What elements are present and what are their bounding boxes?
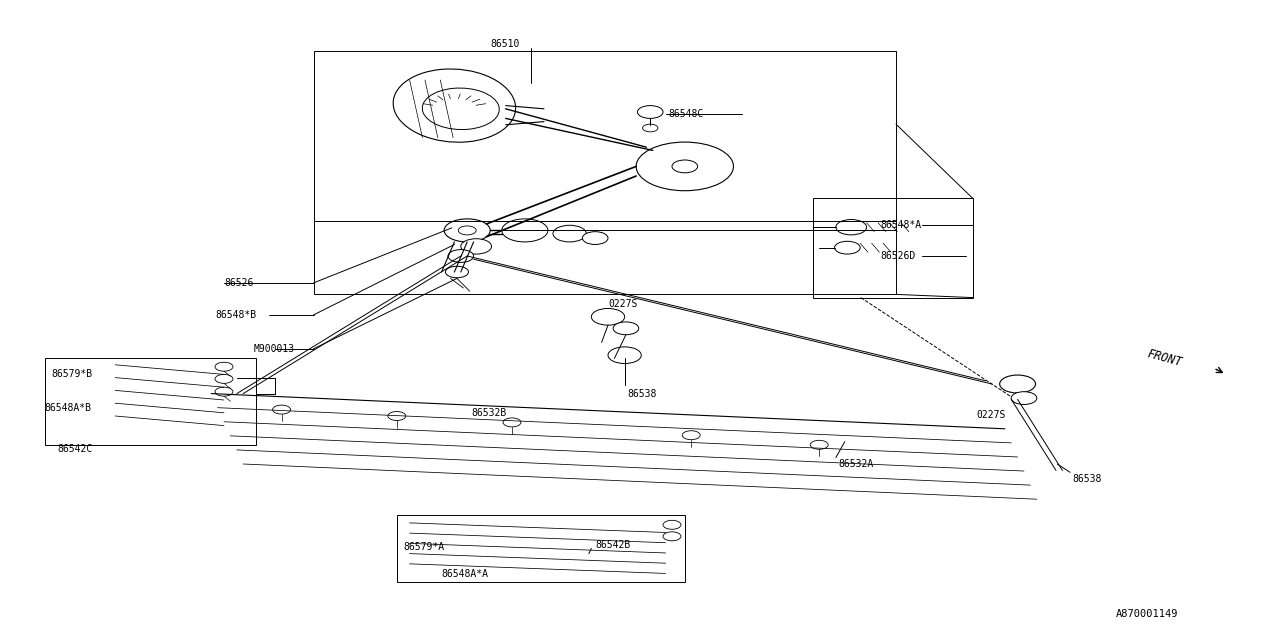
Circle shape xyxy=(582,232,608,244)
Text: 86532A: 86532A xyxy=(838,459,874,469)
Circle shape xyxy=(613,322,639,335)
Text: 86538: 86538 xyxy=(1073,474,1102,484)
Ellipse shape xyxy=(393,69,516,142)
Circle shape xyxy=(810,440,828,449)
Circle shape xyxy=(215,362,233,371)
Text: 0227S: 0227S xyxy=(608,299,637,309)
Circle shape xyxy=(388,412,406,420)
Circle shape xyxy=(672,160,698,173)
Text: 86548*A: 86548*A xyxy=(881,220,922,230)
Circle shape xyxy=(215,387,233,396)
Circle shape xyxy=(553,225,586,242)
Text: 86526D: 86526D xyxy=(881,251,916,261)
Bar xyxy=(45,358,256,445)
Text: 86579*A: 86579*A xyxy=(403,542,444,552)
Circle shape xyxy=(461,239,492,254)
Text: 86532B: 86532B xyxy=(471,408,507,418)
Text: 86548A*B: 86548A*B xyxy=(45,403,92,413)
Ellipse shape xyxy=(422,88,499,129)
Text: 86526: 86526 xyxy=(224,278,253,288)
Bar xyxy=(813,198,973,298)
Text: A870001149: A870001149 xyxy=(1116,609,1179,620)
Circle shape xyxy=(503,418,521,427)
Circle shape xyxy=(444,219,490,242)
Circle shape xyxy=(643,124,658,132)
Circle shape xyxy=(448,250,474,262)
Circle shape xyxy=(1011,392,1037,404)
Bar xyxy=(397,515,685,582)
Circle shape xyxy=(663,532,681,541)
Circle shape xyxy=(663,520,681,529)
Text: M900013: M900013 xyxy=(253,344,294,354)
Circle shape xyxy=(502,219,548,242)
Circle shape xyxy=(1000,375,1036,393)
Circle shape xyxy=(636,142,733,191)
Text: 86542B: 86542B xyxy=(595,540,631,550)
Circle shape xyxy=(836,220,867,235)
Circle shape xyxy=(273,405,291,414)
Text: 86542C: 86542C xyxy=(58,444,93,454)
Text: 0227S: 0227S xyxy=(977,410,1006,420)
Circle shape xyxy=(591,308,625,325)
Text: FRONT: FRONT xyxy=(1146,348,1184,369)
Text: 86548A*A: 86548A*A xyxy=(442,569,489,579)
Circle shape xyxy=(215,374,233,383)
Text: 86548*B: 86548*B xyxy=(215,310,256,320)
Circle shape xyxy=(682,431,700,440)
Text: 86510: 86510 xyxy=(490,38,520,49)
Text: 86538: 86538 xyxy=(627,388,657,399)
Circle shape xyxy=(445,266,468,278)
Circle shape xyxy=(458,226,476,235)
Text: 86548C: 86548C xyxy=(668,109,704,119)
Text: 86579*B: 86579*B xyxy=(51,369,92,380)
Circle shape xyxy=(608,347,641,364)
Bar xyxy=(314,51,896,294)
Circle shape xyxy=(835,241,860,254)
Circle shape xyxy=(637,106,663,118)
